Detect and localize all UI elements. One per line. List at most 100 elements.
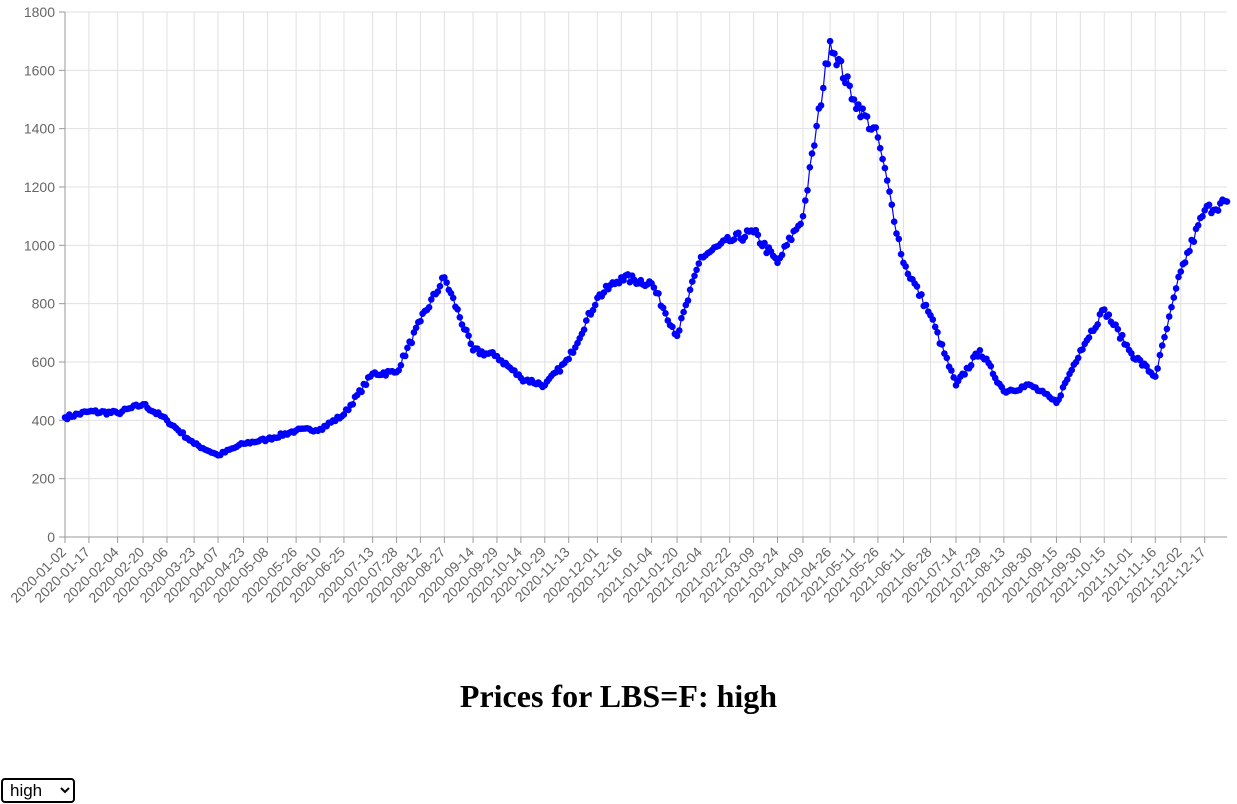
- data-point[interactable]: [1161, 333, 1168, 341]
- data-point[interactable]: [950, 374, 957, 381]
- data-point[interactable]: [1057, 392, 1065, 399]
- data-point[interactable]: [669, 323, 676, 331]
- data-point[interactable]: [1170, 294, 1178, 301]
- data-point[interactable]: [934, 329, 941, 336]
- data-point[interactable]: [1064, 376, 1071, 383]
- data-point[interactable]: [813, 122, 820, 130]
- data-point[interactable]: [1186, 247, 1193, 255]
- data-point[interactable]: [811, 142, 818, 149]
- data-point[interactable]: [820, 84, 827, 92]
- data-point[interactable]: [931, 323, 939, 331]
- data-point[interactable]: [650, 284, 658, 291]
- data-point[interactable]: [1094, 321, 1101, 328]
- data-point[interactable]: [863, 113, 871, 120]
- data-point[interactable]: [425, 304, 433, 311]
- data-point[interactable]: [967, 362, 975, 369]
- data-point[interactable]: [918, 291, 925, 298]
- data-point[interactable]: [879, 155, 886, 163]
- data-point[interactable]: [874, 134, 882, 141]
- data-point[interactable]: [837, 57, 845, 65]
- data-point[interactable]: [467, 340, 475, 348]
- data-point[interactable]: [859, 105, 866, 112]
- data-point[interactable]: [831, 50, 838, 57]
- data-point[interactable]: [788, 236, 795, 244]
- data-point[interactable]: [783, 241, 791, 249]
- data-point[interactable]: [1158, 342, 1166, 349]
- data-point[interactable]: [565, 355, 572, 363]
- data-point[interactable]: [397, 362, 405, 369]
- data-point[interactable]: [340, 411, 348, 418]
- data-point[interactable]: [686, 286, 694, 294]
- data-point[interactable]: [876, 144, 884, 152]
- data-point[interactable]: [1114, 325, 1122, 333]
- data-point[interactable]: [929, 316, 937, 323]
- data-point[interactable]: [693, 266, 700, 274]
- data-point[interactable]: [1074, 354, 1082, 362]
- data-point[interactable]: [897, 250, 905, 258]
- data-point[interactable]: [922, 301, 930, 309]
- data-point[interactable]: [913, 283, 921, 290]
- data-point[interactable]: [684, 297, 692, 304]
- data-point[interactable]: [465, 332, 472, 340]
- data-point[interactable]: [1156, 351, 1164, 359]
- data-point[interactable]: [655, 290, 662, 297]
- data-point[interactable]: [895, 235, 903, 243]
- data-point[interactable]: [1105, 311, 1113, 319]
- data-point[interactable]: [987, 362, 995, 370]
- data-point[interactable]: [826, 37, 834, 45]
- data-point[interactable]: [569, 349, 577, 357]
- data-point[interactable]: [754, 231, 762, 239]
- data-point[interactable]: [349, 401, 357, 408]
- data-point[interactable]: [401, 352, 409, 360]
- data-point[interactable]: [659, 304, 667, 312]
- data-point[interactable]: [817, 102, 825, 109]
- data-point[interactable]: [846, 82, 853, 90]
- data-point[interactable]: [881, 164, 889, 172]
- data-point[interactable]: [890, 218, 898, 225]
- data-point[interactable]: [179, 429, 187, 436]
- data-point[interactable]: [1199, 213, 1206, 220]
- data-point[interactable]: [761, 239, 768, 247]
- data-point[interactable]: [888, 201, 896, 208]
- data-point[interactable]: [797, 220, 804, 228]
- data-point[interactable]: [1181, 259, 1189, 266]
- data-point[interactable]: [1163, 325, 1171, 333]
- data-point[interactable]: [961, 371, 968, 378]
- data-point[interactable]: [404, 344, 411, 352]
- data-point[interactable]: [1194, 222, 1202, 229]
- data-point[interactable]: [589, 306, 597, 314]
- data-point[interactable]: [362, 381, 370, 389]
- data-point[interactable]: [662, 310, 669, 317]
- data-point[interactable]: [443, 279, 450, 286]
- data-point[interactable]: [1152, 373, 1159, 380]
- data-point[interactable]: [1154, 365, 1161, 372]
- data-point[interactable]: [463, 326, 470, 334]
- data-point[interactable]: [802, 197, 809, 204]
- data-point[interactable]: [583, 317, 590, 324]
- data-point[interactable]: [556, 368, 564, 375]
- data-point[interactable]: [824, 60, 832, 68]
- data-point[interactable]: [902, 263, 909, 270]
- data-point[interactable]: [1079, 346, 1086, 353]
- data-point[interactable]: [808, 150, 816, 157]
- data-point[interactable]: [678, 314, 685, 322]
- data-point[interactable]: [886, 188, 893, 195]
- data-point[interactable]: [855, 101, 862, 108]
- data-point[interactable]: [691, 272, 698, 280]
- field-select[interactable]: high: [1, 778, 75, 803]
- data-point[interactable]: [676, 327, 683, 334]
- data-point[interactable]: [1085, 334, 1093, 341]
- data-point[interactable]: [976, 347, 984, 354]
- data-point[interactable]: [735, 229, 742, 237]
- data-point[interactable]: [804, 187, 811, 194]
- data-point[interactable]: [454, 306, 461, 313]
- data-point[interactable]: [689, 278, 696, 285]
- data-point[interactable]: [580, 326, 588, 334]
- data-point[interactable]: [1165, 313, 1173, 320]
- data-point[interactable]: [1205, 201, 1213, 209]
- data-point[interactable]: [1214, 207, 1222, 214]
- data-point[interactable]: [436, 282, 444, 290]
- data-point[interactable]: [1175, 273, 1182, 281]
- data-point[interactable]: [833, 61, 840, 69]
- data-point[interactable]: [428, 296, 435, 303]
